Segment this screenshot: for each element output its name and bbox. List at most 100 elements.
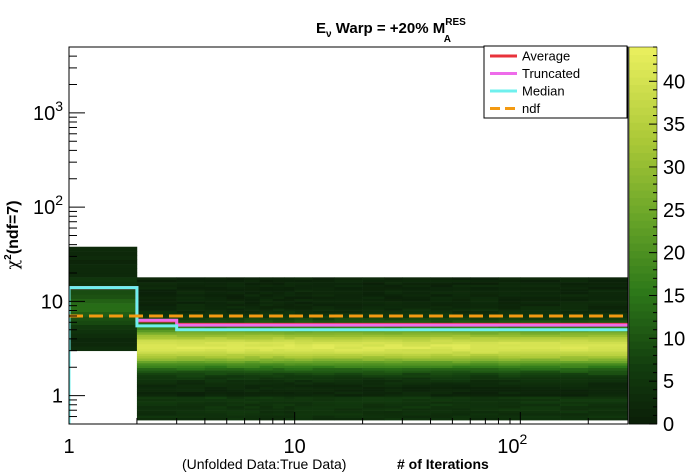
heatmap-cell: [588, 411, 628, 414]
heatmap-cell: [313, 380, 335, 383]
heatmap-cell: [452, 351, 470, 354]
heatmap-cell: [470, 401, 498, 404]
heatmap-cell: [245, 349, 260, 352]
heatmap-cell: [384, 403, 402, 406]
heatmap-cell: [227, 349, 245, 352]
heatmap-cell: [295, 377, 313, 380]
heatmap-cell: [402, 387, 430, 390]
heatmap-cell: [137, 308, 177, 311]
heatmap-cell: [273, 368, 285, 371]
heatmap-cell: [313, 363, 335, 366]
heatmap-cell: [137, 351, 177, 354]
heatmap-cell: [520, 306, 560, 309]
heatmap-cell: [498, 294, 520, 297]
color-scale-step: [629, 213, 657, 221]
heatmap-cell: [284, 344, 295, 347]
heatmap-cell: [560, 311, 588, 314]
heatmap-cell: [205, 370, 227, 373]
heatmap-cell: [452, 406, 470, 409]
heatmap-cell: [284, 415, 295, 418]
heatmap-cell: [431, 408, 453, 411]
heatmap-cell: [284, 277, 295, 280]
heatmap-cell: [227, 368, 245, 371]
heatmap-cell: [402, 318, 430, 321]
heatmap-cell: [402, 282, 430, 285]
heatmap-cell: [273, 339, 285, 342]
heatmap-cell: [588, 292, 628, 295]
heatmap-cell: [520, 361, 560, 364]
heatmap-cell: [560, 396, 588, 399]
heatmap-cell: [520, 292, 560, 295]
heatmap-cell: [284, 311, 295, 314]
heatmap-cell: [273, 318, 285, 321]
heatmap-cell: [384, 356, 402, 359]
heatmap-cell: [227, 303, 245, 306]
heatmap-cell: [560, 368, 588, 371]
heatmap-cell: [205, 306, 227, 309]
heatmap-cell: [284, 377, 295, 380]
heatmap-cell: [69, 264, 137, 269]
heatmap-cell: [260, 373, 273, 376]
heatmap-cell: [137, 280, 177, 283]
heatmap-cell: [334, 368, 362, 371]
heatmap-cell: [284, 349, 295, 352]
heatmap-cell: [313, 294, 335, 297]
heatmap-cell: [334, 301, 362, 304]
heatmap-cell: [295, 303, 313, 306]
heatmap-cell: [205, 299, 227, 302]
heatmap-cell: [334, 394, 362, 397]
heatmap-cell: [334, 334, 362, 337]
heatmap-cell: [402, 308, 430, 311]
heatmap-cell: [177, 344, 205, 347]
heatmap-cell: [560, 361, 588, 364]
heatmap-cell: [588, 282, 628, 285]
heatmap-cell: [431, 308, 453, 311]
heatmap-cell: [205, 375, 227, 378]
heatmap-cell: [313, 351, 335, 354]
heatmap-cell: [402, 353, 430, 356]
heatmap-cell: [470, 408, 498, 411]
heatmap-cell: [452, 294, 470, 297]
heatmap-cell: [498, 363, 520, 366]
heatmap-cell: [227, 394, 245, 397]
heatmap-cell: [295, 356, 313, 359]
heatmap-cell: [470, 415, 498, 418]
heatmap-cell: [295, 301, 313, 304]
heatmap-cell: [205, 339, 227, 342]
heatmap-cell: [295, 361, 313, 364]
heatmap-cell: [363, 308, 385, 311]
heatmap-cell: [273, 351, 285, 354]
heatmap-cell: [452, 370, 470, 373]
heatmap-cell: [498, 308, 520, 311]
heatmap-cell: [402, 408, 430, 411]
heatmap-cell: [520, 418, 560, 421]
heatmap-cell: [402, 415, 430, 418]
heatmap-cell: [452, 311, 470, 314]
heatmap-cell: [295, 358, 313, 361]
heatmap-cell: [295, 294, 313, 297]
heatmap-cell: [334, 296, 362, 299]
heatmap-cell: [313, 349, 335, 352]
heatmap-cell: [560, 382, 588, 385]
heatmap-cell: [245, 284, 260, 287]
heatmap-cell: [363, 353, 385, 356]
heatmap-cell: [284, 380, 295, 383]
heatmap-cell: [498, 356, 520, 359]
heatmap-cell: [384, 346, 402, 349]
heatmap-cell: [560, 399, 588, 402]
heatmap-cell: [470, 411, 498, 414]
heatmap-cell: [137, 387, 177, 390]
heatmap-cell: [260, 406, 273, 409]
heatmap-cell: [245, 294, 260, 297]
heatmap-cell: [588, 356, 628, 359]
heatmap-cell: [384, 277, 402, 280]
heatmap-cell: [452, 392, 470, 395]
color-scale-label: 35: [663, 114, 685, 136]
heatmap-cell: [295, 284, 313, 287]
heatmap-cell: [498, 382, 520, 385]
heatmap-cell: [137, 384, 177, 387]
heatmap-cell: [273, 337, 285, 340]
heatmap-cell: [313, 361, 335, 364]
heatmap-cell: [295, 408, 313, 411]
heatmap-cell: [452, 284, 470, 287]
